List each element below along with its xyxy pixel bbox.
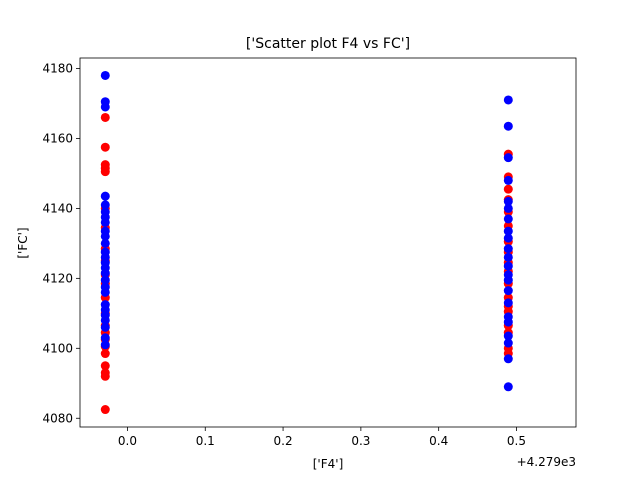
scatter-point [100,226,110,236]
scatter-point [100,282,110,292]
x-axis-offset-label: +4.279e3 [517,455,576,469]
scatter-point [100,333,110,343]
y-tick-label: 4080 [42,411,73,425]
scatter-point [503,331,513,341]
scatter-point [100,368,110,378]
y-tick-label: 4140 [42,201,73,215]
scatter-point [100,349,110,359]
scatter-point [100,191,110,201]
scatter-point [503,121,513,131]
scatter-point [100,238,110,248]
scatter-point [503,312,513,322]
y-tick-label: 4160 [42,131,73,145]
scatter-point [503,233,513,243]
scatter-point [100,142,110,152]
scatter-point [503,95,513,105]
scatter-point [100,405,110,415]
x-tick-label: 0.0 [118,434,137,448]
y-axis: 4080 4100 4120 4140 4160 4180 [42,61,80,425]
scatter-point [503,196,513,206]
y-tick-label: 4120 [42,271,73,285]
x-axis-label: ['F4'] [313,457,344,471]
scatter-point [100,112,110,122]
scatter-point [503,270,513,280]
scatter-point [100,207,110,217]
scatter-point [503,203,513,213]
axes-frame [79,57,577,428]
scatter-point [503,175,513,185]
scatter-point [100,361,110,371]
x-tick-label: 0.5 [507,434,526,448]
scatter-point [503,338,513,348]
scatter-point [503,244,513,254]
y-tick-label: 4180 [42,61,73,75]
scatter-point [503,354,513,364]
scatter-point [503,153,513,163]
scatter-point [100,340,110,350]
points-layer [100,70,513,415]
scatter-point [100,70,110,80]
y-tick-label: 4100 [42,341,73,355]
scatter-point [100,200,110,210]
x-tick-label: 0.2 [274,434,293,448]
scatter-point [100,300,110,310]
scatter-point [100,160,110,170]
scatter-point [503,214,513,224]
plot-area [80,58,576,427]
scatter-point [100,247,110,257]
x-tick-label: 0.3 [351,434,370,448]
scatter-point [503,286,513,296]
scatter-point [503,184,513,194]
scatter-point [503,298,513,308]
scatter-point [503,226,513,236]
scatter-point [100,275,110,285]
x-tick-label: 0.4 [429,434,448,448]
scatter-point [503,252,513,262]
scatter-point [100,97,110,107]
scatter-point [503,382,513,392]
scatter-point [503,261,513,271]
x-axis: 0.0 0.1 0.2 0.3 0.4 0.5 [118,427,526,448]
chart-title: ['Scatter plot F4 vs FC'] [246,36,410,52]
scatter-point [100,322,110,332]
y-axis-label: ['FC'] [16,227,30,258]
x-tick-label: 0.1 [196,434,215,448]
